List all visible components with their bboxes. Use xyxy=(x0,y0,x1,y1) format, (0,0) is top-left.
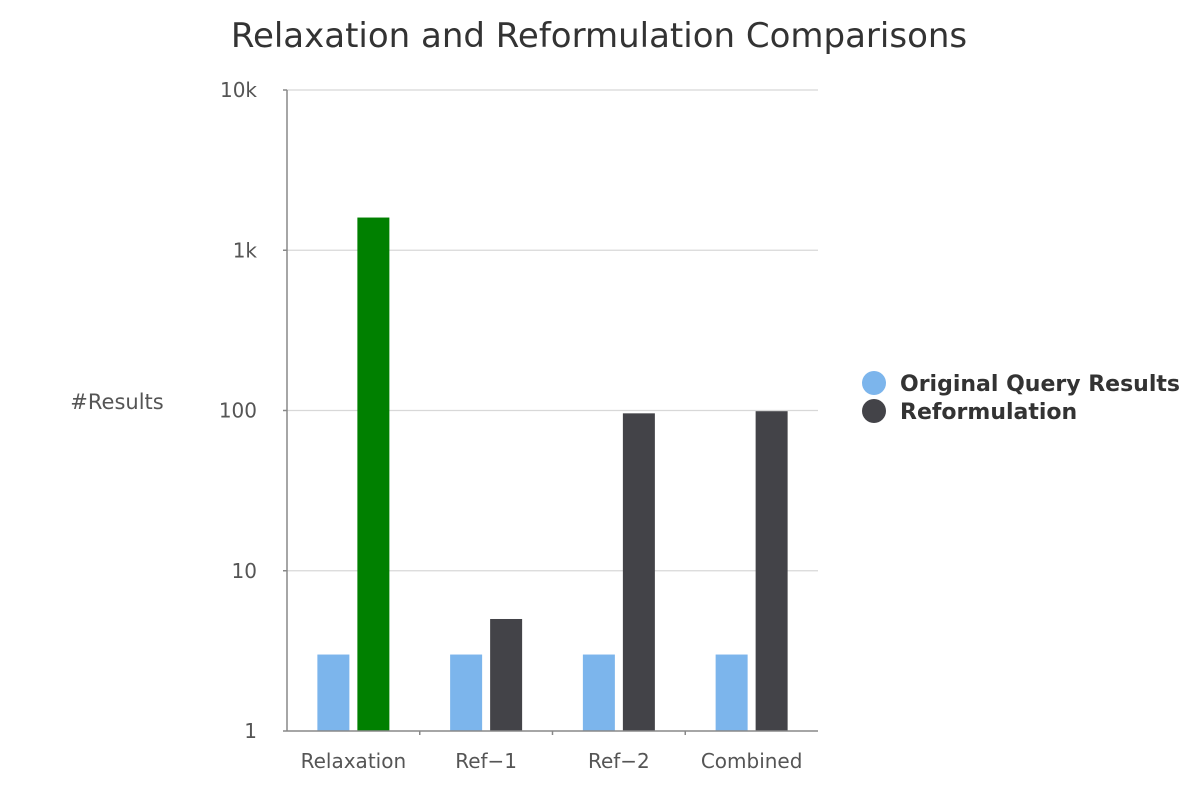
x-tick-label: Ref−2 xyxy=(588,749,650,773)
bars xyxy=(317,217,788,731)
x-tick-label: Combined xyxy=(701,749,803,773)
x-tick-label: Ref−1 xyxy=(455,749,517,773)
y-tick-label: 10k xyxy=(220,78,257,102)
bar[interactable] xyxy=(490,618,523,731)
y-tick-label: 10 xyxy=(232,559,257,583)
legend-label[interactable]: Original Query Results xyxy=(900,372,1180,397)
bar[interactable] xyxy=(357,217,390,731)
legend-label[interactable]: Reformulation xyxy=(900,400,1077,425)
bar[interactable] xyxy=(450,654,483,731)
y-tick-label: 1 xyxy=(244,719,257,743)
chart-title: Relaxation and Reformulation Comparisons xyxy=(231,16,967,56)
legend-marker[interactable] xyxy=(862,399,886,423)
legend-marker[interactable] xyxy=(862,371,886,395)
bar[interactable] xyxy=(715,654,748,731)
x-tick-label: Relaxation xyxy=(301,749,407,773)
bar[interactable] xyxy=(582,654,615,731)
y-axis-label: #Results xyxy=(70,390,163,414)
bar[interactable] xyxy=(622,413,655,731)
y-tick-label: 1k xyxy=(233,238,258,262)
bar[interactable] xyxy=(755,411,788,731)
y-tick-label: 100 xyxy=(219,399,257,423)
y-tick-labels: 1 10 100 1k 10k xyxy=(219,78,258,743)
x-tick-labels: Relaxation Ref−1 Ref−2 Combined xyxy=(301,749,803,773)
bar[interactable] xyxy=(317,654,350,731)
axes xyxy=(283,89,818,735)
legend: Original Query Results Reformulation xyxy=(862,371,1180,425)
